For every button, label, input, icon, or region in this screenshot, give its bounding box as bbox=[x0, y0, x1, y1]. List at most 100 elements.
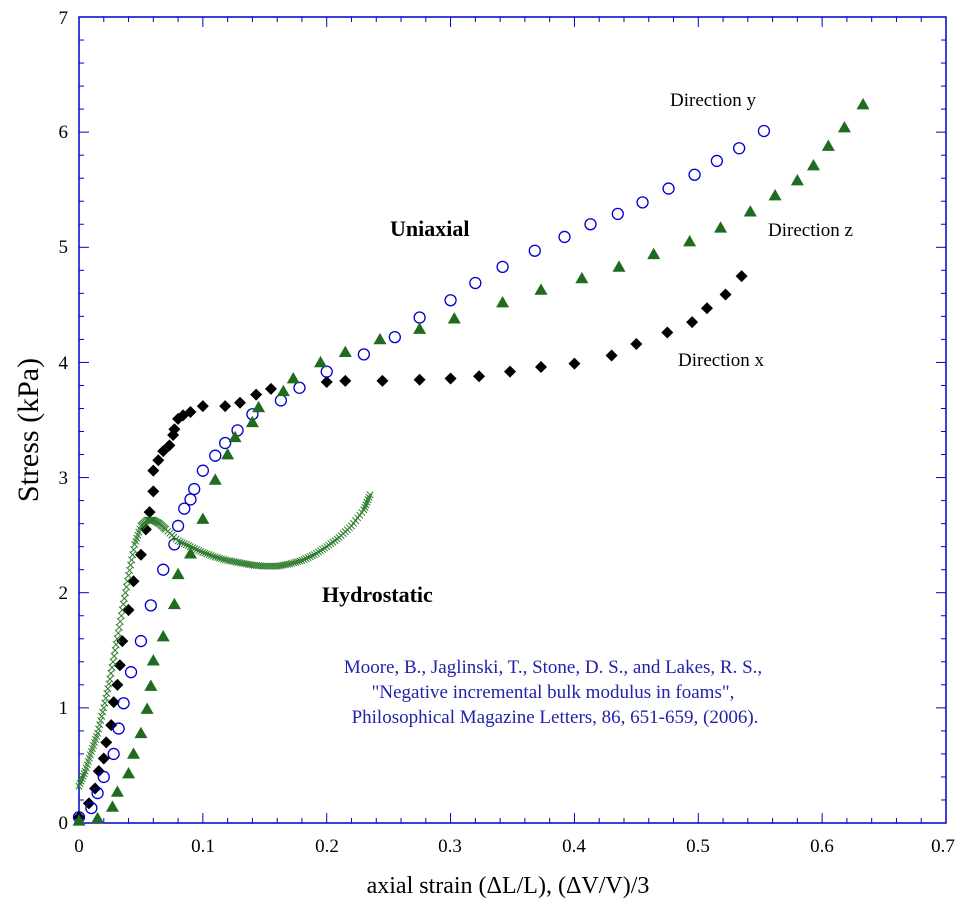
data-point-hydrostatic bbox=[96, 721, 104, 729]
data-point-direction-x bbox=[630, 338, 643, 351]
tick-labels: 0 0.1 0.2 0.3 0.4 0.5 0.6 0.7 0 1 2 3 4 … bbox=[59, 8, 955, 857]
data-point-hydrostatic bbox=[222, 556, 230, 564]
y-tick-label: 3 bbox=[59, 468, 69, 489]
data-point-direction-x bbox=[320, 376, 333, 389]
data-point-direction-x bbox=[168, 423, 181, 436]
data-point-direction-z bbox=[146, 654, 160, 666]
data-point-direction-y bbox=[178, 502, 191, 515]
data-point-direction-y bbox=[496, 260, 509, 274]
data-point-hydrostatic bbox=[290, 559, 298, 567]
annotation-direction-x: Direction x bbox=[678, 350, 765, 371]
data-point-direction-z bbox=[126, 747, 140, 759]
data-point-direction-x bbox=[107, 696, 120, 709]
data-point-direction-z bbox=[314, 355, 328, 368]
data-point-direction-x bbox=[127, 575, 140, 588]
series-direction-z bbox=[72, 98, 870, 826]
data-point-direction-y bbox=[320, 365, 333, 378]
data-point-hydrostatic bbox=[213, 554, 221, 562]
data-point-hydrostatic bbox=[316, 547, 325, 555]
data-point-hydrostatic bbox=[365, 493, 373, 501]
data-point-hydrostatic bbox=[105, 680, 113, 688]
data-point-direction-y bbox=[219, 436, 232, 450]
data-point-direction-y bbox=[91, 786, 104, 800]
x-tick-label: 0 bbox=[74, 836, 84, 857]
data-point-hydrostatic bbox=[178, 539, 186, 547]
data-point-hydrostatic bbox=[120, 594, 128, 603]
data-point-direction-z bbox=[768, 188, 782, 201]
data-point-direction-x bbox=[534, 361, 547, 374]
data-point-direction-z bbox=[743, 205, 757, 217]
data-point-direction-z bbox=[413, 322, 427, 334]
annotation-direction-z: Direction z bbox=[768, 220, 853, 241]
data-point-hydrostatic bbox=[186, 543, 195, 551]
data-point-hydrostatic bbox=[102, 694, 110, 702]
data-point-direction-y bbox=[124, 666, 138, 679]
data-point-direction-z bbox=[72, 814, 86, 826]
y-tick-label: 2 bbox=[59, 583, 69, 604]
data-point-direction-z bbox=[683, 235, 697, 247]
data-point-hydrostatic bbox=[308, 552, 316, 560]
data-point-hydrostatic bbox=[110, 652, 118, 660]
data-point-hydrostatic bbox=[95, 725, 103, 733]
data-point-hydrostatic bbox=[121, 589, 129, 597]
x-tick-label: 0.5 bbox=[686, 836, 710, 857]
data-point-direction-z bbox=[167, 597, 181, 610]
data-point-hydrostatic bbox=[363, 498, 371, 506]
data-point-direction-z bbox=[105, 800, 119, 812]
data-point-direction-x bbox=[504, 365, 517, 378]
data-point-direction-x bbox=[473, 370, 486, 383]
data-point-hydrostatic bbox=[211, 553, 219, 561]
data-point-hydrostatic bbox=[288, 559, 296, 567]
data-point-direction-x bbox=[134, 548, 147, 561]
data-point-direction-x bbox=[735, 270, 748, 283]
data-point-hydrostatic bbox=[107, 669, 115, 677]
data-point-hydrostatic bbox=[98, 712, 106, 720]
data-point-hydrostatic bbox=[283, 560, 292, 568]
data-point-direction-y bbox=[710, 154, 724, 168]
data-point-direction-x bbox=[568, 357, 581, 370]
data-point-hydrostatic bbox=[104, 685, 112, 693]
data-point-direction-z bbox=[134, 726, 148, 739]
data-point-direction-y bbox=[357, 348, 371, 361]
data-point-hydrostatic bbox=[366, 491, 374, 499]
data-point-direction-y bbox=[85, 801, 98, 815]
data-point-hydrostatic bbox=[314, 548, 323, 556]
data-point-direction-y bbox=[274, 394, 288, 407]
x-tick-label: 0.3 bbox=[438, 836, 462, 857]
y-tick-label: 1 bbox=[59, 698, 69, 719]
x-axis-title: axial strain (ΔL/L), (ΔV/V)/3 bbox=[367, 873, 650, 899]
data-point-direction-x bbox=[163, 439, 176, 452]
data-point-direction-y bbox=[293, 381, 306, 394]
data-point-direction-x bbox=[250, 388, 263, 401]
data-point-hydrostatic bbox=[101, 699, 109, 707]
data-point-hydrostatic bbox=[112, 640, 120, 649]
data-point-hydrostatic bbox=[94, 729, 102, 737]
data-point-direction-x bbox=[143, 506, 156, 519]
data-point-direction-z bbox=[790, 174, 804, 186]
data-point-direction-y bbox=[584, 218, 597, 231]
data-point-direction-z bbox=[821, 139, 835, 151]
series-direction-x bbox=[73, 270, 748, 824]
data-point-hydrostatic bbox=[184, 542, 192, 550]
data-point-direction-z bbox=[140, 702, 154, 714]
data-point-direction-y bbox=[196, 464, 210, 477]
data-point-direction-x bbox=[376, 374, 389, 387]
data-point-direction-y bbox=[97, 770, 110, 784]
data-point-direction-z bbox=[276, 384, 290, 397]
data-point-direction-y bbox=[117, 697, 130, 710]
data-point-hydrostatic bbox=[215, 554, 223, 562]
data-point-hydrostatic bbox=[174, 537, 182, 545]
data-point-direction-z bbox=[91, 811, 105, 824]
data-point-hydrostatic bbox=[103, 689, 111, 698]
data-point-direction-x bbox=[147, 485, 160, 498]
x-tick-label: 0.2 bbox=[315, 836, 339, 857]
data-point-direction-y bbox=[558, 230, 571, 244]
data-point-direction-z bbox=[171, 567, 185, 580]
x-tick-label: 0.7 bbox=[931, 836, 955, 857]
data-point-direction-x bbox=[686, 316, 699, 329]
data-point-direction-x bbox=[147, 464, 160, 477]
data-point-hydrostatic bbox=[122, 583, 131, 591]
data-point-hydrostatic bbox=[360, 506, 368, 514]
data-point-hydrostatic bbox=[199, 548, 207, 556]
data-point-direction-z bbox=[534, 283, 548, 295]
